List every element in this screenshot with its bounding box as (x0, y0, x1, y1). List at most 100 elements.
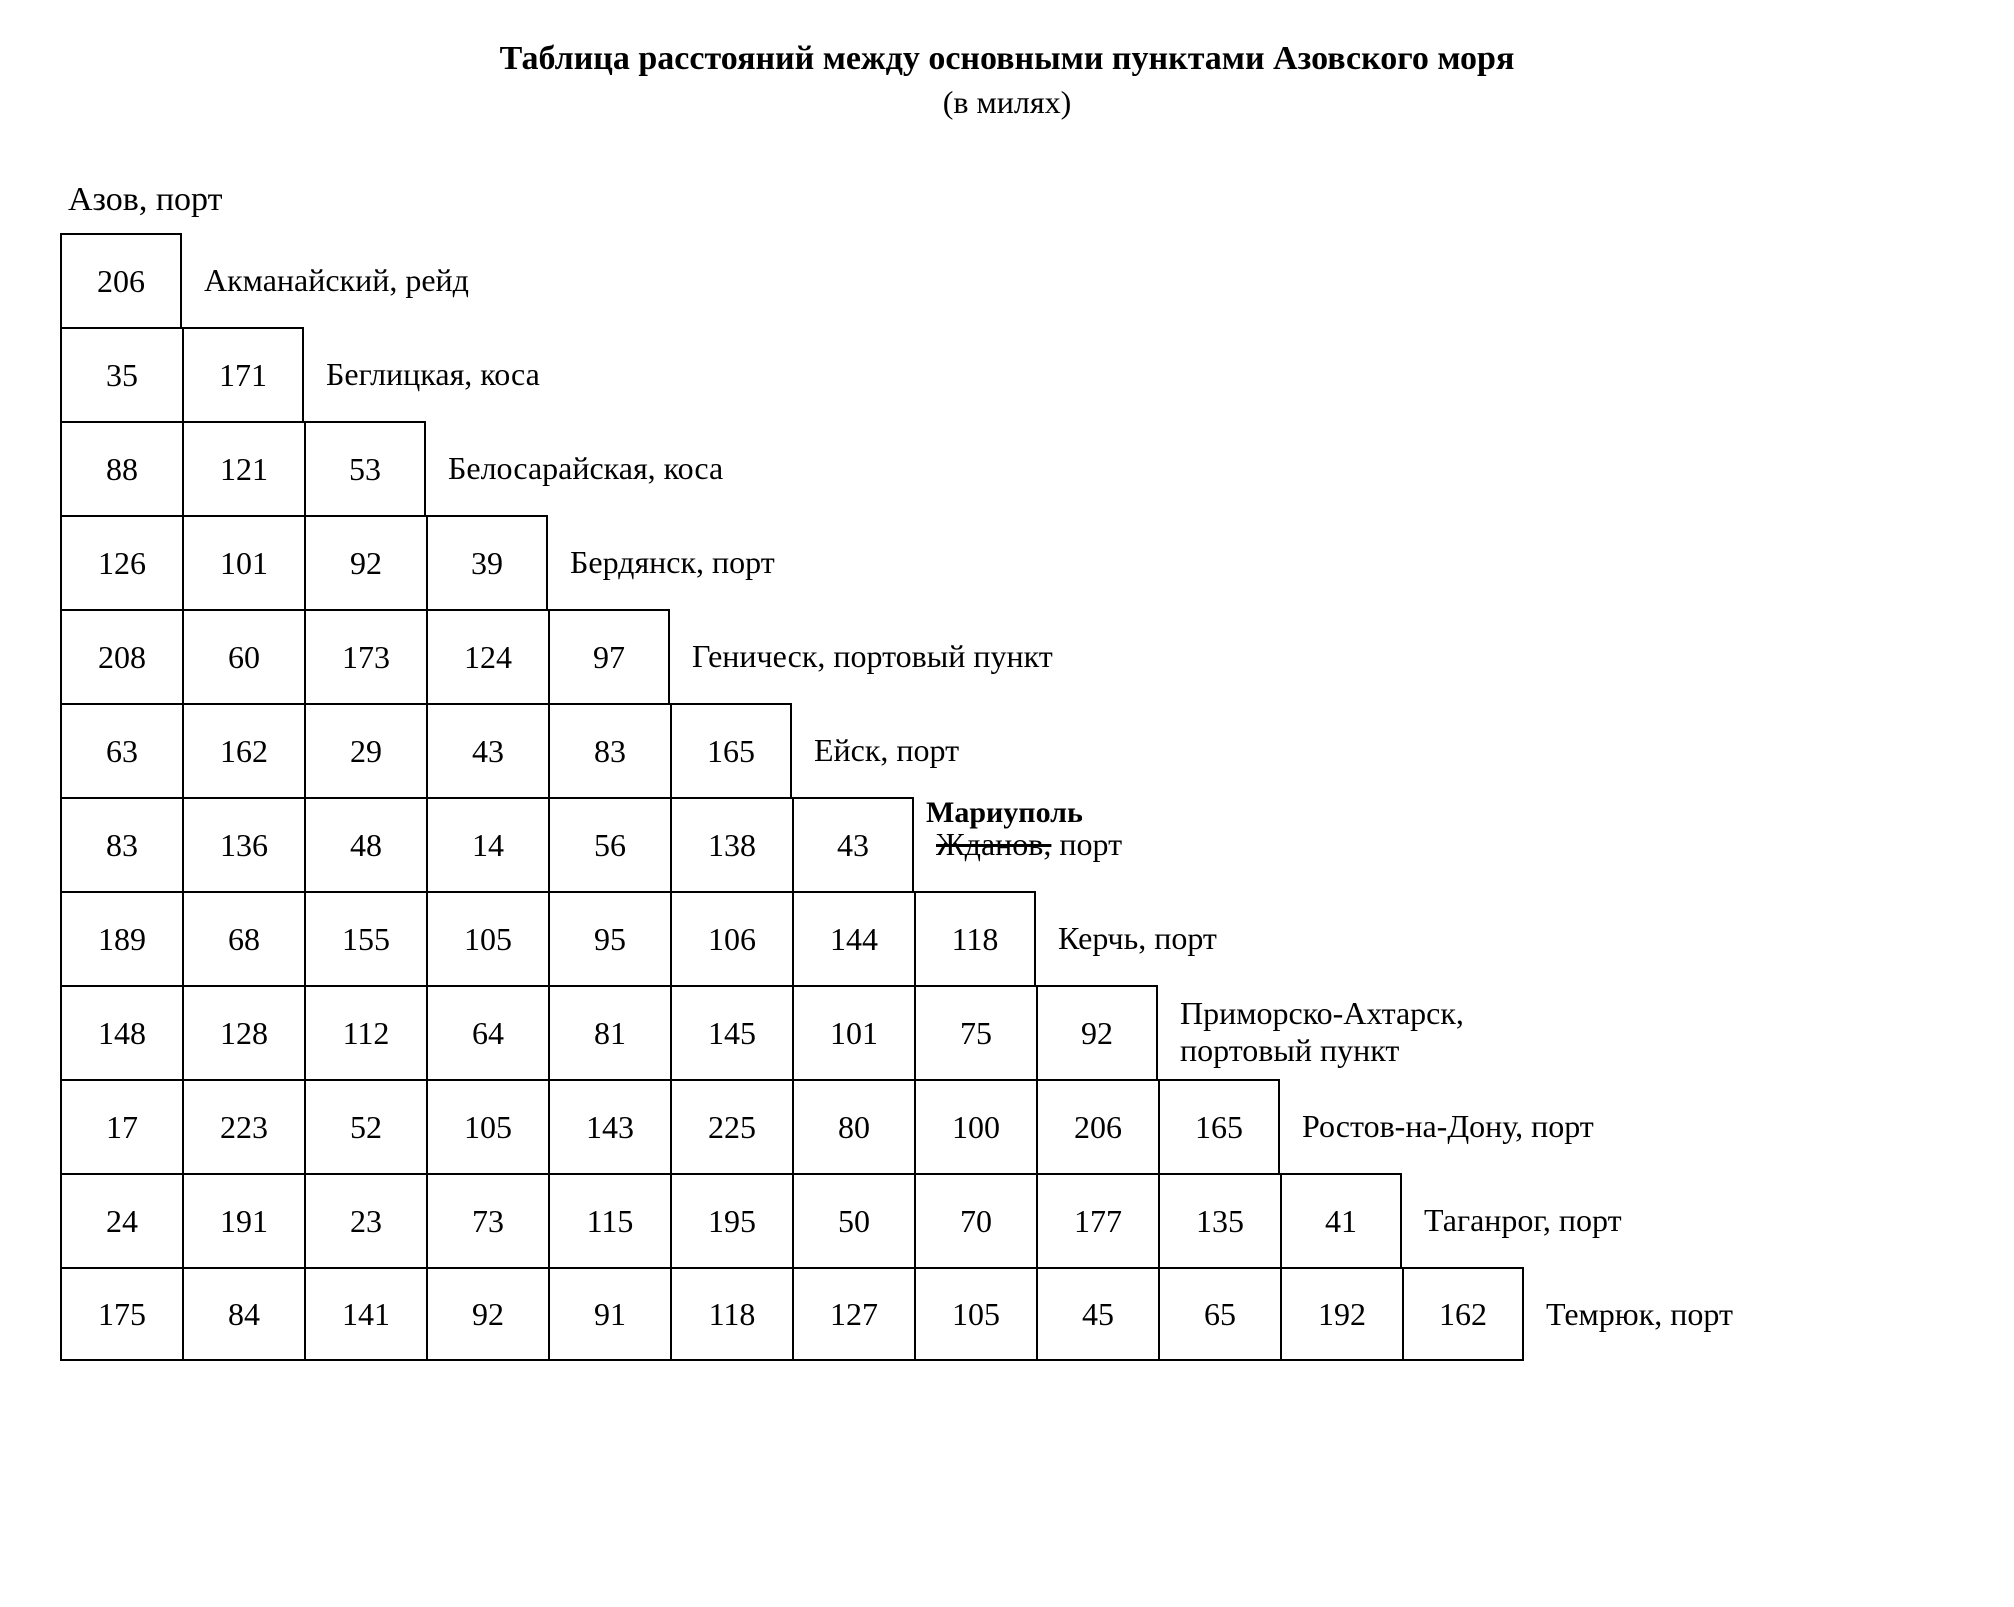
table-row: 241912373115195507017713541Таганрог, пор… (60, 1173, 1954, 1267)
place-label-2: Беглицкая, коса (304, 356, 540, 393)
distance-cell: 112 (304, 985, 426, 1079)
distance-cell: 127 (792, 1267, 914, 1361)
distance-cell: 29 (304, 703, 426, 797)
table-row: 1758414192911181271054565192162Темрюк, п… (60, 1267, 1954, 1361)
distance-cell: 223 (182, 1079, 304, 1173)
distance-cell: 138 (670, 797, 792, 891)
distance-cell: 105 (426, 891, 548, 985)
label-line: портовый пункт (1180, 1032, 1399, 1068)
distance-cell: 17 (60, 1079, 182, 1173)
place-label-5: Геническ, портовый пункт (670, 638, 1053, 675)
distance-cell: 84 (182, 1267, 304, 1361)
place-label-0: Азов, порт (68, 181, 1954, 219)
distance-cell: 155 (304, 891, 426, 985)
place-label-4: Бердянск, порт (548, 544, 775, 581)
distance-cell: 83 (60, 797, 182, 891)
distance-cell: 63 (60, 703, 182, 797)
distance-cell: 105 (426, 1079, 548, 1173)
distance-cell: 88 (60, 421, 182, 515)
distance-cell: 225 (670, 1079, 792, 1173)
distance-cell: 92 (304, 515, 426, 609)
distance-cell: 70 (914, 1173, 1036, 1267)
distance-cell: 52 (304, 1079, 426, 1173)
place-label-10: Ростов-на-Дону, порт (1280, 1108, 1594, 1145)
distance-cell: 115 (548, 1173, 670, 1267)
distance-cell: 23 (304, 1173, 426, 1267)
distance-cell: 135 (1158, 1173, 1280, 1267)
distance-cell: 48 (304, 797, 426, 891)
distance-cell: 65 (1158, 1267, 1280, 1361)
distance-cell: 143 (548, 1079, 670, 1173)
distance-cell: 118 (914, 891, 1036, 985)
handwritten-correction: Мариуполь (926, 796, 1083, 831)
distance-cell: 175 (60, 1267, 182, 1361)
distance-cell: 14 (426, 797, 548, 891)
distance-cell: 97 (548, 609, 670, 703)
distance-cell: 45 (1036, 1267, 1158, 1361)
distance-cell: 35 (60, 327, 182, 421)
distance-cell: 162 (182, 703, 304, 797)
struck-text: Жданов, (936, 826, 1051, 862)
distance-cell: 191 (182, 1173, 304, 1267)
table-row: 206Акманайский, рейд (60, 233, 1954, 327)
place-label-12: Темрюк, порт (1524, 1296, 1733, 1333)
place-label-9: Приморско-Ахтарск,портовый пункт (1158, 995, 1464, 1069)
distance-cell: 206 (1036, 1079, 1158, 1173)
distance-cell: 100 (914, 1079, 1036, 1173)
distance-cell: 118 (670, 1267, 792, 1361)
distance-cell: 101 (182, 515, 304, 609)
table-row: 14812811264811451017592Приморско-Ахтарск… (60, 985, 1954, 1079)
distance-cell: 148 (60, 985, 182, 1079)
table-row: 8313648145613843МариупольЖданов, порт (60, 797, 1954, 891)
place-label-8: Керчь, порт (1036, 920, 1217, 957)
distance-cell: 43 (792, 797, 914, 891)
distance-cell: 192 (1280, 1267, 1402, 1361)
place-label-7: МариупольЖданов, порт (914, 826, 1122, 863)
distance-cell: 43 (426, 703, 548, 797)
table-row: 35171Беглицкая, коса (60, 327, 1954, 421)
table-row: 1261019239Бердянск, порт (60, 515, 1954, 609)
place-label-1: Акманайский, рейд (182, 262, 469, 299)
distance-cell: 83 (548, 703, 670, 797)
distance-cell: 81 (548, 985, 670, 1079)
distance-cell: 121 (182, 421, 304, 515)
distance-cell: 208 (60, 609, 182, 703)
distance-cell: 41 (1280, 1173, 1402, 1267)
distance-cell: 92 (426, 1267, 548, 1361)
distance-cell: 144 (792, 891, 914, 985)
distance-cell: 60 (182, 609, 304, 703)
distance-cell: 106 (670, 891, 792, 985)
distance-cell: 95 (548, 891, 670, 985)
distance-cell: 165 (1158, 1079, 1280, 1173)
distance-cell: 171 (182, 327, 304, 421)
distance-cell: 105 (914, 1267, 1036, 1361)
distance-cell: 136 (182, 797, 304, 891)
distance-cell: 50 (792, 1173, 914, 1267)
distance-cell: 68 (182, 891, 304, 985)
table-row: 8812153Белосарайская, коса (60, 421, 1954, 515)
distance-cell: 195 (670, 1173, 792, 1267)
distance-cell: 141 (304, 1267, 426, 1361)
distance-cell: 101 (792, 985, 914, 1079)
place-label-11: Таганрог, порт (1402, 1202, 1622, 1239)
place-label-6: Ейск, порт (792, 732, 959, 769)
distance-cell: 56 (548, 797, 670, 891)
distance-cell: 92 (1036, 985, 1158, 1079)
distance-cell: 53 (304, 421, 426, 515)
distance-cell: 73 (426, 1173, 548, 1267)
distance-cell: 39 (426, 515, 548, 609)
distance-cell: 80 (792, 1079, 914, 1173)
distance-cell: 64 (426, 985, 548, 1079)
distance-cell: 75 (914, 985, 1036, 1079)
distance-matrix: 206Акманайский, рейд35171Беглицкая, коса… (60, 233, 1954, 1361)
table-row: 2086017312497Геническ, портовый пункт (60, 609, 1954, 703)
distance-cell: 126 (60, 515, 182, 609)
distance-cell: 206 (60, 233, 182, 327)
page-subtitle: (в милях) (60, 84, 1954, 121)
table-row: 63162294383165Ейск, порт (60, 703, 1954, 797)
distance-cell: 189 (60, 891, 182, 985)
distance-cell: 91 (548, 1267, 670, 1361)
page-title: Таблица расстояний между основными пункт… (60, 40, 1954, 78)
distance-cell: 128 (182, 985, 304, 1079)
distance-cell: 162 (1402, 1267, 1524, 1361)
